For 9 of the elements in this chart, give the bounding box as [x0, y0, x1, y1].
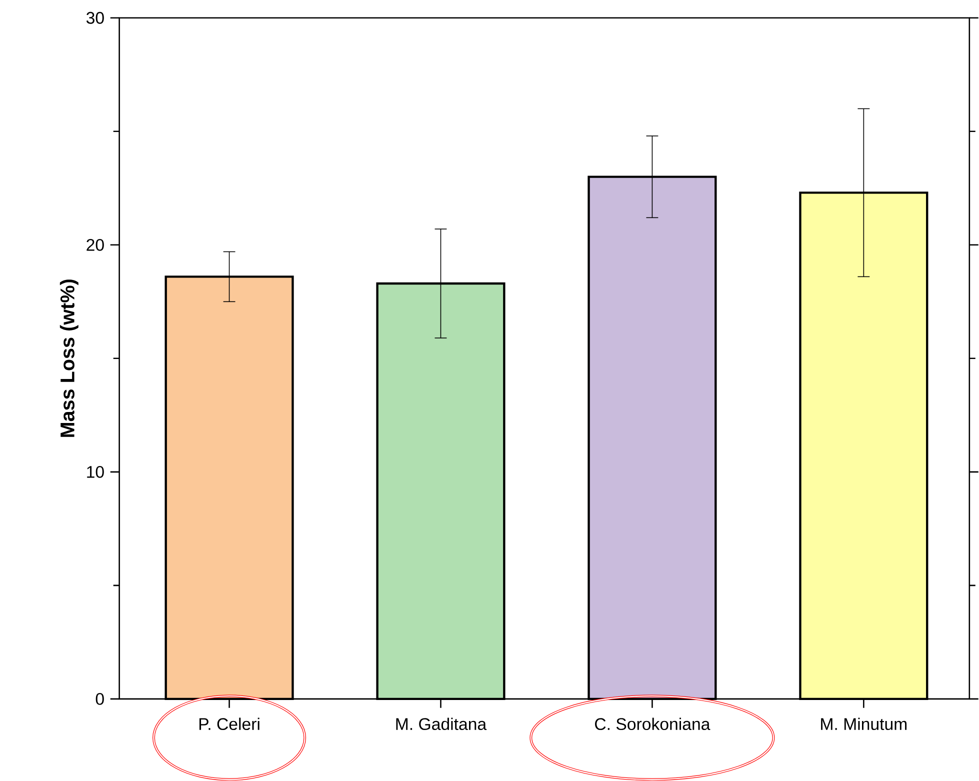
y-tick-label: 10 [87, 466, 104, 478]
y-tick-label: 20 [86, 239, 104, 252]
x-tick-label: P. Celeri [199, 718, 260, 730]
y-tick-label: 30 [86, 12, 104, 24]
y-tick-label: 0 [96, 693, 104, 706]
y-axis-title: Mass Loss (wt%) [60, 280, 78, 438]
x-tick-label: C. Sorokoniana [595, 718, 710, 730]
x-tick-label: M. Minutum [821, 718, 907, 730]
x-tick-label: M. Gaditana [396, 718, 487, 730]
